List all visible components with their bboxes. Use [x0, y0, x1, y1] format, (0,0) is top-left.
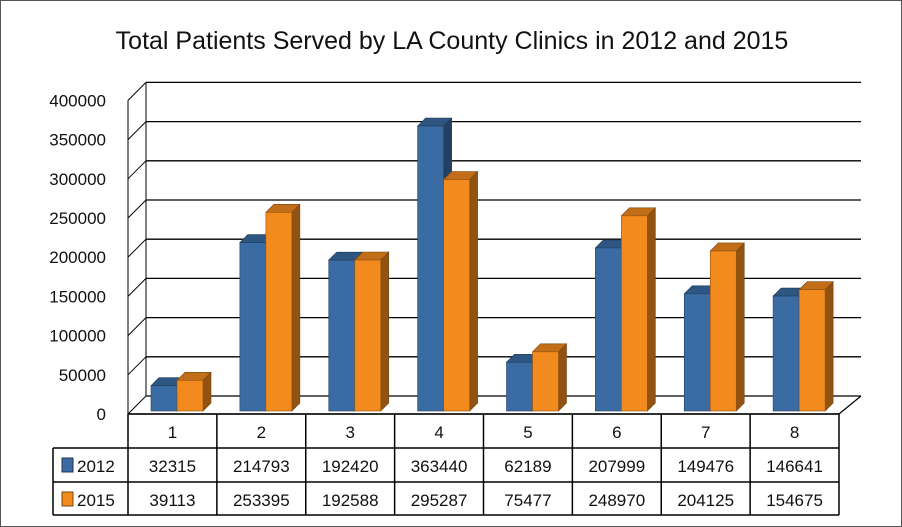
table-cell-value: 32315 — [149, 457, 196, 476]
gridline-side — [127, 121, 147, 140]
y-tick-label: 400000 — [49, 91, 106, 110]
gridline-side — [127, 356, 147, 376]
table-cell-value: 295287 — [411, 491, 468, 510]
category-label: 3 — [345, 423, 354, 442]
bar-side-2015 — [558, 343, 567, 412]
bar-2012-3 — [328, 259, 356, 412]
y-tick-label: 150000 — [49, 287, 106, 306]
table-cell-value: 192588 — [322, 491, 379, 510]
bar-side-2015 — [735, 242, 745, 412]
category-label: 8 — [790, 423, 799, 442]
y-tick-label: 0 — [97, 405, 106, 424]
legend-label: 2012 — [77, 457, 115, 476]
category-label: 2 — [257, 423, 266, 442]
table-cell-value: 146641 — [766, 457, 823, 476]
table-cell-value: 363440 — [411, 457, 468, 476]
table-cell-value: 39113 — [149, 491, 195, 510]
gridline-side — [127, 395, 147, 415]
bar-2015-3 — [354, 259, 382, 412]
y-tick-label: 250000 — [49, 209, 106, 228]
category-label: 7 — [701, 423, 710, 442]
bar-2015-1 — [176, 380, 204, 412]
table-cell-value: 149476 — [677, 457, 734, 476]
chart-title: Total Patients Served by LA County Clini… — [116, 27, 789, 55]
table-cell-value: 192420 — [322, 457, 379, 476]
y-tick-label: 350000 — [49, 131, 106, 150]
y-tick-label: 50000 — [59, 366, 106, 385]
gridline-side — [127, 160, 147, 180]
bar-2012-5 — [506, 361, 533, 412]
bar-2015-8 — [798, 289, 826, 412]
bar-2015-4 — [443, 179, 470, 412]
bar-2012-2 — [239, 242, 267, 412]
gridline-side — [127, 317, 147, 336]
table-cell-value: 154675 — [766, 491, 823, 510]
bar-side-2015 — [824, 281, 834, 412]
category-label: 6 — [612, 423, 621, 442]
y-tick-label: 300000 — [49, 170, 106, 189]
legend-key-2012 — [61, 457, 74, 473]
table-cell-value: 253395 — [233, 491, 290, 510]
y-tick-label: 100000 — [49, 327, 106, 346]
bar-2012-6 — [595, 247, 622, 412]
gridline-side — [127, 199, 147, 219]
category-label: 4 — [434, 423, 443, 442]
category-label: 5 — [523, 423, 532, 442]
legend-key-2015 — [61, 491, 74, 507]
bar-side-2015 — [291, 203, 301, 412]
table-cell-value: 207999 — [588, 457, 645, 476]
table-cell-value: 62189 — [504, 457, 551, 476]
bar-2015-7 — [709, 250, 737, 412]
gridline-side — [127, 238, 147, 258]
table-cell-value: 248970 — [588, 491, 645, 510]
bar-2015-5 — [532, 351, 559, 412]
bar-2012-1 — [150, 385, 178, 412]
y-tick-label: 200000 — [49, 248, 106, 267]
bar-2015-6 — [621, 215, 648, 412]
table-cell-value: 204125 — [677, 491, 734, 510]
gridline-side — [127, 278, 147, 297]
bar-2012-8 — [772, 295, 800, 412]
bar-2012-7 — [683, 293, 711, 412]
bar-2012-4 — [417, 125, 444, 412]
category-label: 1 — [168, 423, 177, 442]
legend-label: 2015 — [77, 491, 115, 510]
table-cell-value: 214793 — [233, 457, 290, 476]
bar-side-2015 — [647, 207, 656, 412]
gridline-side — [127, 82, 147, 101]
bar-side-2015 — [380, 251, 390, 412]
table-cell-value: 75477 — [504, 491, 551, 510]
bar-2015-2 — [265, 212, 293, 412]
bar-side-2015 — [469, 170, 478, 412]
floor-edge — [128, 395, 862, 415]
